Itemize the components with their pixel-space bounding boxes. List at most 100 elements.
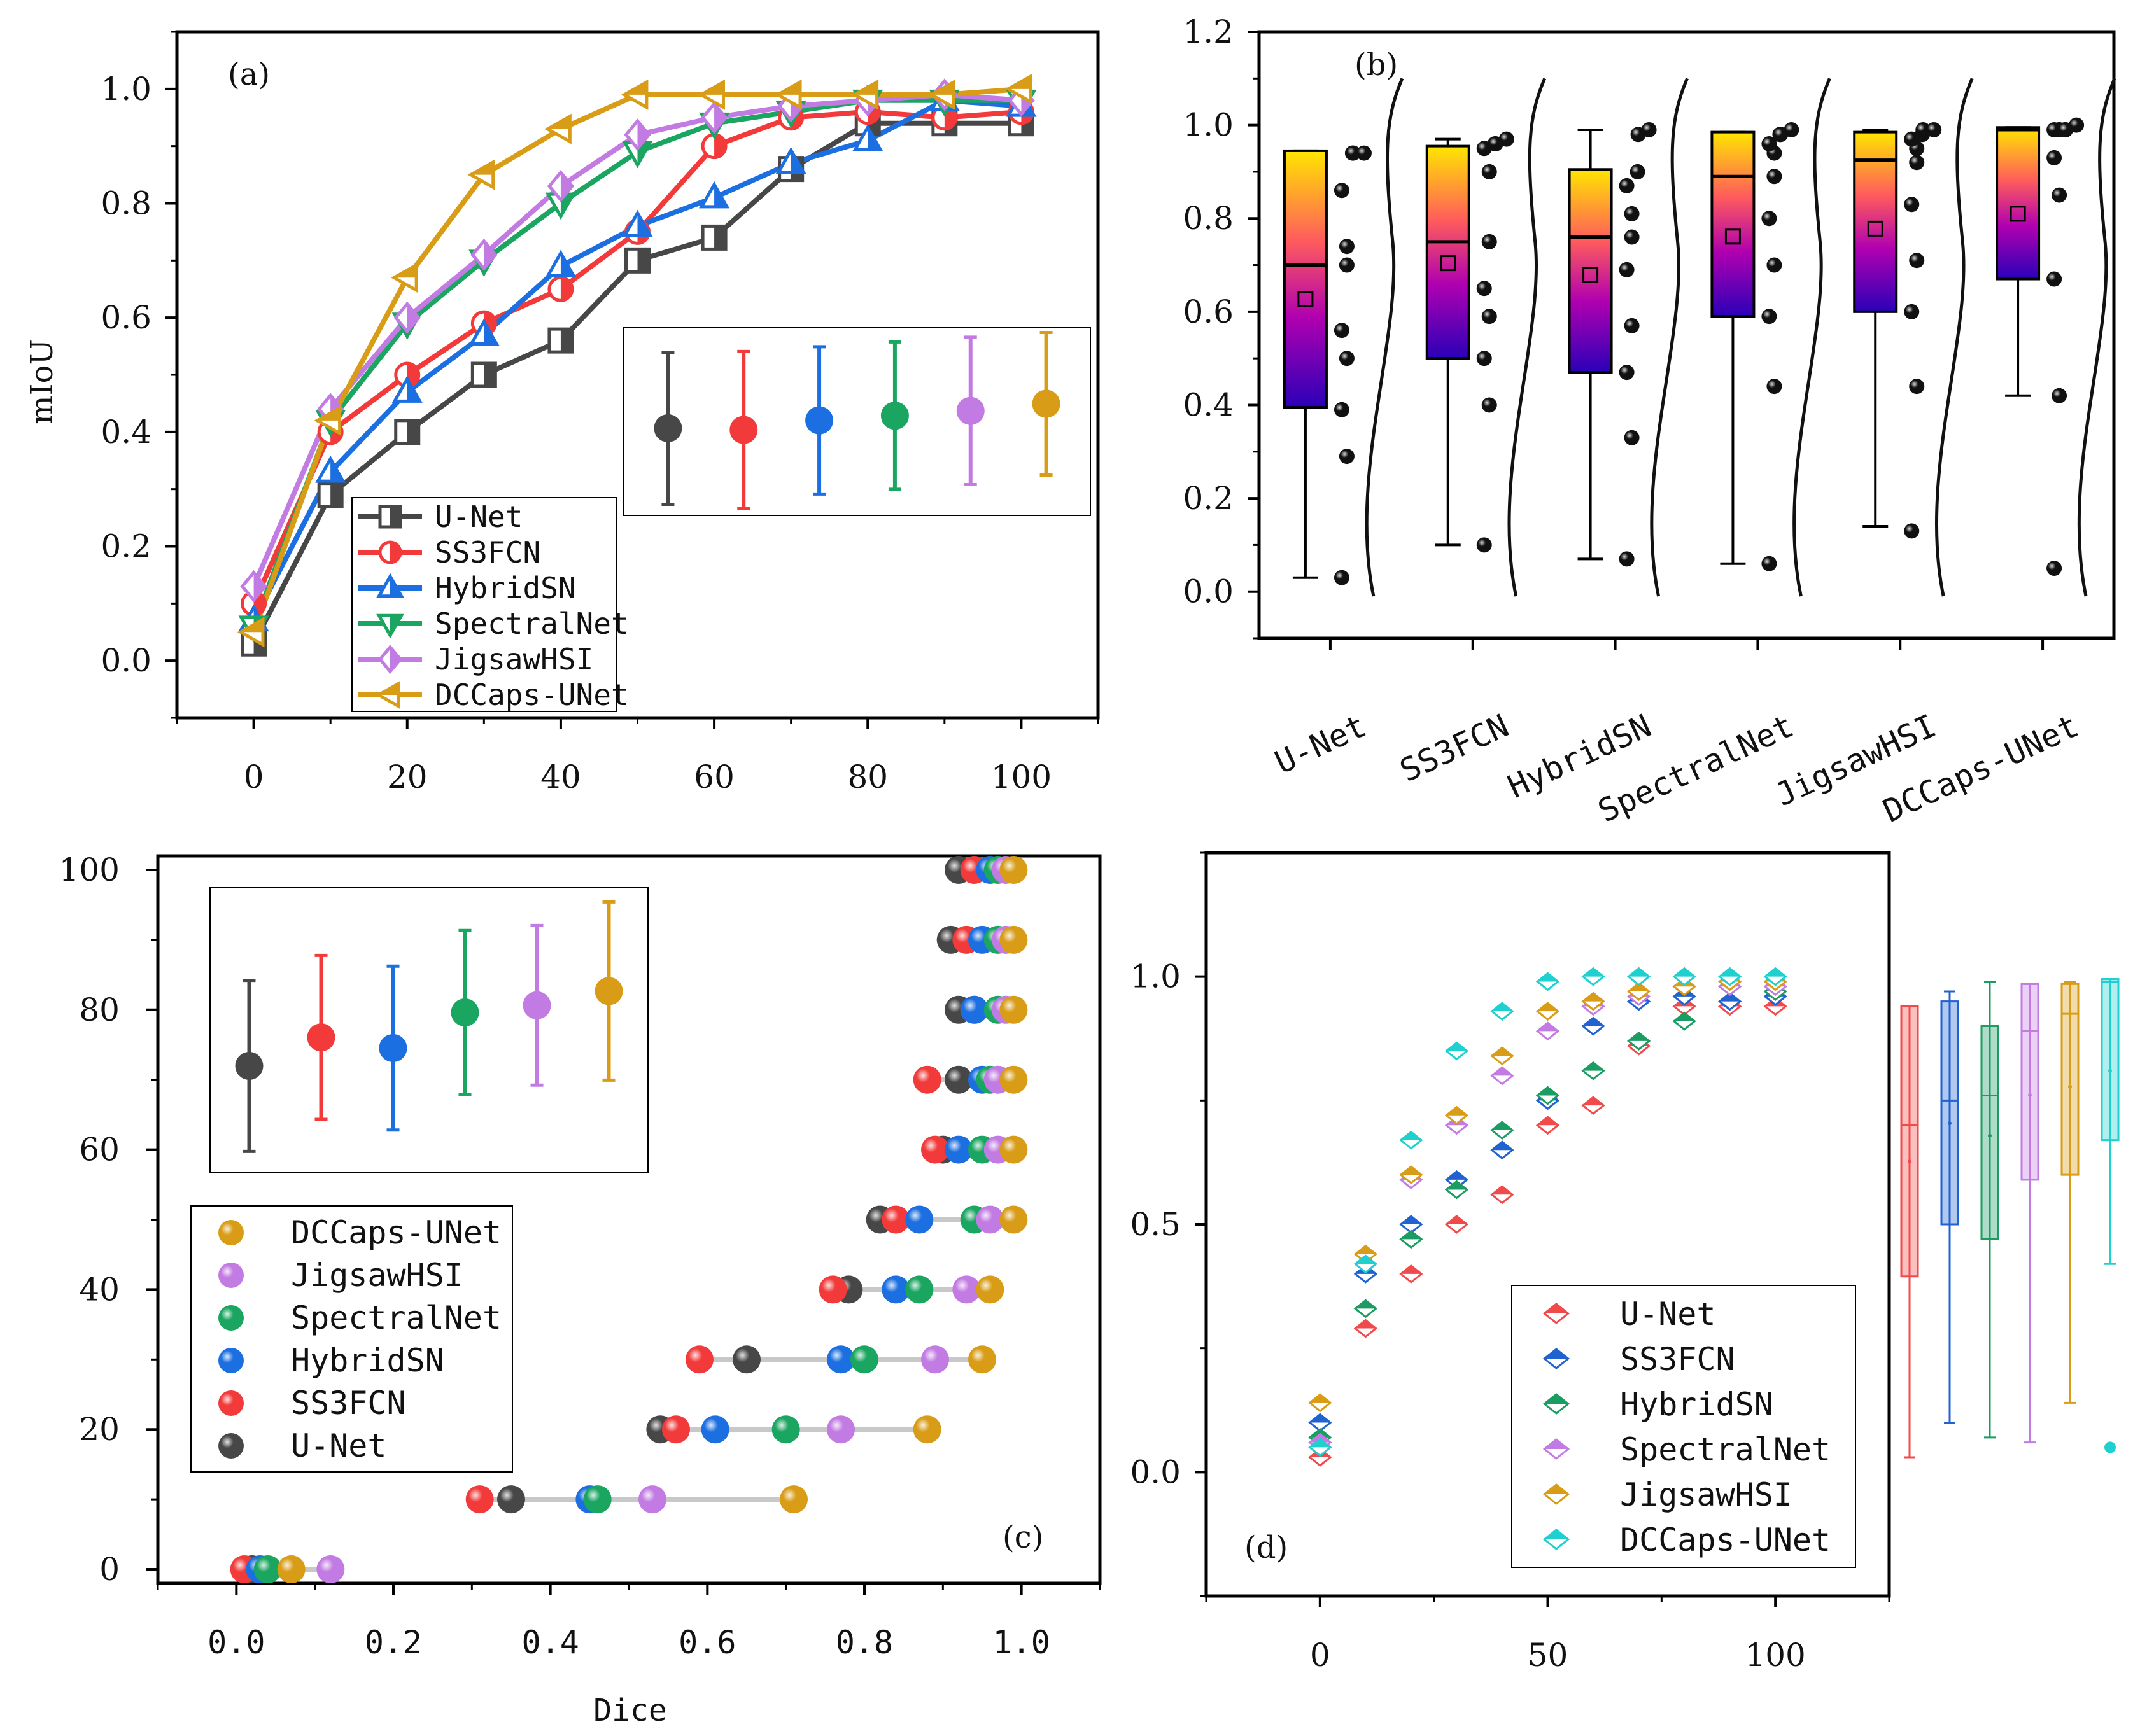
y-tick-label-b: 0.2 [1183, 480, 1234, 517]
point-hybridsn-half [791, 150, 804, 173]
point-dccaps-unet-half [240, 619, 263, 633]
legend-ball-dccaps-unet-shine [218, 1220, 244, 1245]
box-dccaps-unet [1996, 126, 2041, 281]
y-tick-label-a: 0.4 [101, 414, 151, 451]
legend-label-d-spectralnet: SpectralNet [1620, 1431, 1831, 1468]
legend-ball-u-net-shine [218, 1433, 244, 1459]
box-spectralnet [1710, 130, 1756, 318]
scatter-point-hybridsn-half [1355, 1300, 1376, 1309]
dumbbell-point-dccaps-unet-shine [968, 1345, 996, 1374]
point-ss3fcn-half [560, 277, 572, 301]
legend-label-spectralnet: SpectralNet [435, 606, 629, 641]
side-mean-dccaps-unet [2108, 1068, 2112, 1073]
point-u-net-half [560, 329, 572, 353]
box-u-net [1283, 149, 1328, 409]
y-tick-label-b: 1.0 [1183, 107, 1234, 144]
legend-ball-hybridsn-shine [218, 1348, 244, 1373]
box-hybridsn [1568, 168, 1613, 374]
legend-label-jigsawhsi: JigsawHSI [435, 642, 593, 676]
y-tick-label-b: 1.2 [1183, 13, 1234, 50]
y-tick-label-c: 100 [59, 851, 120, 888]
data-point-hybridsn-shine [1619, 178, 1635, 193]
y-tick-label-a: 1.0 [101, 71, 151, 108]
data-point-hybridsn-shine [1624, 318, 1640, 333]
data-point-dccaps-unet-shine [2046, 150, 2062, 165]
errorbar-mean-ss3fcn [307, 1023, 335, 1052]
errorbar-mean-jigsawhsi [523, 991, 551, 1019]
dumbbell-point-spectralnet-shine [253, 1555, 282, 1584]
data-point-jigsawhsi-shine [1904, 197, 1920, 213]
scatter-point-jigsawhsi-half [1309, 1394, 1331, 1403]
dumbbell-point-dccaps-unet-shine [277, 1555, 306, 1584]
side-box-hybridsn [1980, 1025, 1999, 1240]
dumbbell-point-hybridsn-shine [905, 1205, 934, 1234]
point-u-net-half [407, 420, 419, 444]
point-hybridsn-half [560, 253, 574, 276]
dumbbell-point-dccaps-unet-shine [999, 1065, 1028, 1094]
scatter-point-dccaps-unet-half [1764, 968, 1786, 977]
scatter-point-ss3fcn-half [1400, 1216, 1422, 1224]
point-jigsawhsi-half [714, 104, 726, 132]
data-point-ss3fcn-shine [1476, 281, 1492, 297]
scatter-point-jigsawhsi-half [1400, 1166, 1422, 1175]
distribution-curve-u-net [1365, 78, 1404, 597]
point-ss3fcn-half [944, 106, 956, 129]
plot-frame-b [1257, 30, 2116, 640]
data-point-ss3fcn-shine [1481, 164, 1497, 179]
errorbar-mean-ss3fcn [729, 416, 758, 444]
dumbbell-point-spectralnet-shine [905, 1275, 934, 1304]
x-tick-label-d: 0 [1310, 1637, 1330, 1674]
x-tick-label-a: 100 [991, 759, 1052, 795]
point-jigsawhsi-half [484, 241, 496, 269]
scatter-point-hybridsn-half [1491, 1122, 1513, 1131]
y-tick-label-a: 0.2 [101, 528, 151, 565]
scatter-point-dccaps-unet-half [1582, 968, 1604, 977]
legend-label-d-hybridsn: HybridSN [1620, 1386, 1773, 1423]
dumbbell-point-ss3fcn-shine [662, 1415, 690, 1444]
scatter-point-u-net-half [1446, 1216, 1467, 1224]
scatter-point-hybridsn-half [1446, 1181, 1467, 1190]
data-point-spectralnet-shine [1784, 122, 1799, 137]
legend-marker-u-net-half [390, 507, 400, 527]
point-hybridsn-half [484, 321, 497, 344]
legend-label-ss3fcn: SS3FCN [291, 1385, 406, 1422]
scatter-point-ss3fcn-half [1491, 1142, 1513, 1151]
mean-hybridsn [1582, 267, 1599, 283]
data-point-jigsawhsi-shine [1915, 122, 1931, 137]
distribution-curve-spectralnet [1792, 78, 1831, 597]
panel-d-label: (d) [1244, 1530, 1288, 1565]
point-dccaps-unet-half [317, 408, 340, 421]
data-point-hybridsn-shine [1630, 164, 1645, 179]
scatter-point-dccaps-unet-half [1355, 1256, 1376, 1264]
scatter-point-jigsawhsi-half [1628, 983, 1649, 992]
legend-label-dccaps-unet: DCCaps-UNet [435, 678, 629, 712]
dumbbell-point-dccaps-unet-shine [999, 1205, 1028, 1234]
panel-a: (a) mIoU 0 20 40 60 80 100 0.0 0.2 0.4 0.6 0.8 1.0 U… [24, 30, 1100, 795]
point-dccaps-unet-half [624, 82, 647, 95]
dumbbell-point-spectralnet-shine [583, 1485, 612, 1514]
data-point-spectralnet-shine [1766, 169, 1782, 185]
errorbar-mean-hybridsn [805, 406, 834, 435]
legend-box-a [351, 497, 617, 712]
errorbar-mean-dccaps-unet [1032, 389, 1060, 418]
data-point-dccaps-unet-shine [2052, 388, 2067, 403]
dumbbell-point-dccaps-unet-shine [999, 1135, 1028, 1164]
legend-label-u-net: U-Net [435, 500, 523, 534]
x-tick-label-c: 0.2 [365, 1624, 422, 1661]
y-tick-label-a: 0.6 [101, 299, 151, 336]
side-mean-ss3fcn [1948, 1121, 1952, 1126]
errorbar-mean-dccaps-unet [595, 977, 623, 1005]
dumbbell-point-hybridsn-shine [701, 1415, 729, 1444]
scatter-point-spectralnet-half [1491, 1067, 1513, 1076]
scatter-point-ss3fcn-half [1582, 1018, 1604, 1026]
point-jigsawhsi-half [637, 121, 649, 149]
point-dccaps-unet-half [470, 162, 493, 175]
data-point-ss3fcn-shine [1498, 131, 1514, 147]
dumbbell-point-ss3fcn-shine [913, 1065, 941, 1094]
data-point-ss3fcn-shine [1481, 397, 1497, 413]
y-tick-label-a: 0.0 [101, 642, 151, 679]
legend-marker-d-dccaps-unet-half [1544, 1530, 1568, 1539]
box-ss3fcn [1425, 144, 1470, 360]
dumbbell-point-u-net-shine [497, 1485, 525, 1514]
